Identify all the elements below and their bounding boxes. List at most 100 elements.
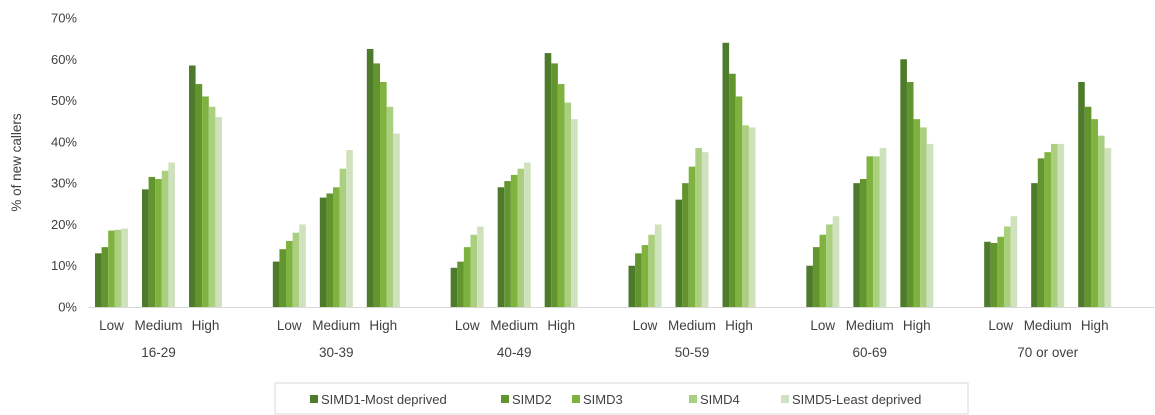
bar-simd1-most-deprived-high xyxy=(544,53,552,308)
bar-simd3-medium xyxy=(155,179,162,307)
bar-simd3-high xyxy=(380,81,387,308)
bar-simd3-medium xyxy=(333,187,340,307)
bar-simd5-least-deprived-high xyxy=(926,143,934,307)
bar-simd4-high xyxy=(564,102,572,307)
bar-simd2-medium xyxy=(859,179,867,307)
x-subcategory-label: High xyxy=(192,318,220,333)
bar-simd2-high xyxy=(1084,106,1092,307)
x-subcategory-label: Low xyxy=(633,318,658,333)
x-subcategory-label: High xyxy=(903,318,931,333)
x-group-label: 16-29 xyxy=(141,345,176,360)
legend-swatch xyxy=(572,395,580,403)
bar-simd5-least-deprived-high xyxy=(1104,148,1112,307)
bar-simd3-high xyxy=(735,96,743,307)
y-axis-label: % of new callers xyxy=(9,113,24,212)
bar-simd4-low xyxy=(648,234,655,307)
y-tick-label: 60% xyxy=(51,52,77,67)
bar-simd1-most-deprived-medium xyxy=(675,199,683,307)
x-subcategory-label: Medium xyxy=(312,318,360,333)
bar-simd2-high xyxy=(729,73,736,308)
bar-simd2-low xyxy=(457,261,464,307)
bar-simd4-medium xyxy=(161,170,169,307)
bar-simd5-least-deprived-low xyxy=(299,224,306,307)
legend-label: SIMD2 xyxy=(512,392,552,407)
y-tick-label: 50% xyxy=(51,93,77,108)
bar-simd4-medium xyxy=(873,156,880,307)
bar-simd3-medium xyxy=(688,166,696,307)
legend-swatch xyxy=(781,395,789,403)
bar-simd4-high xyxy=(1097,135,1105,307)
bar-simd1-most-deprived-high xyxy=(1078,81,1085,308)
axis-layer: 0% 10% 20% 30% 40% 50% 60% 70% % of new callers xyxy=(9,11,1155,315)
y-tick-label: 20% xyxy=(51,217,77,232)
bar-simd2-low xyxy=(101,247,109,307)
bar-simd2-low xyxy=(812,247,820,307)
bar-simd1-most-deprived-high xyxy=(900,59,907,307)
y-tick-label: 40% xyxy=(51,134,77,149)
bar-simd5-least-deprived-high xyxy=(215,117,222,307)
legend-swatch xyxy=(689,395,697,403)
x-subcategory-label: Low xyxy=(455,318,480,333)
x-subcategory-label: Medium xyxy=(134,318,182,333)
bar-simd2-high xyxy=(195,84,203,307)
x-group-label: 70 or over xyxy=(1017,345,1078,360)
x-subcategory-label: Medium xyxy=(490,318,538,333)
bar-simd2-high xyxy=(373,63,381,307)
bar-simd5-least-deprived-low xyxy=(654,224,662,307)
bar-simd3-medium xyxy=(866,156,874,307)
bar-simd5-least-deprived-medium xyxy=(1057,143,1065,307)
bar-simd4-medium xyxy=(695,148,702,307)
bar-simd2-medium xyxy=(326,193,334,307)
x-subcategory-label: Medium xyxy=(668,318,716,333)
bar-simd5-least-deprived-medium xyxy=(168,162,175,307)
bar-simd1-most-deprived-low xyxy=(95,253,102,307)
bar-simd2-medium xyxy=(148,176,156,307)
bar-simd4-low xyxy=(292,232,300,307)
bar-simd1-most-deprived-low xyxy=(806,265,813,307)
bar-simd4-low xyxy=(1003,226,1011,307)
x-subcategory-label: Medium xyxy=(1024,318,1072,333)
x-group-label: 30-39 xyxy=(319,345,354,360)
bar-simd4-high xyxy=(920,127,927,307)
x-subcategory-label: High xyxy=(725,318,753,333)
x-group-label: 50-59 xyxy=(675,345,710,360)
bar-simd3-low xyxy=(641,245,649,307)
x-subcategory-label: Low xyxy=(988,318,1013,333)
x-subcategory-label: High xyxy=(1081,318,1109,333)
x-subcategory-label: Low xyxy=(99,318,124,333)
bar-simd4-high xyxy=(386,106,394,307)
y-tick-label: 10% xyxy=(51,258,77,273)
bar-simd1-most-deprived-low xyxy=(450,267,458,307)
bar-simd4-medium xyxy=(1050,143,1058,307)
bar-simd3-medium xyxy=(1044,152,1051,307)
bar-simd5-least-deprived-high xyxy=(748,127,756,307)
bar-simd3-high xyxy=(1091,119,1098,308)
x-subcategory-label: Low xyxy=(810,318,835,333)
y-tick-label: 70% xyxy=(51,11,77,26)
bar-simd2-medium xyxy=(682,183,689,307)
bar-simd3-low xyxy=(286,240,293,307)
x-subcategory-label: High xyxy=(547,318,575,333)
bar-simd3-high xyxy=(202,96,209,307)
bar-simd2-high xyxy=(906,81,914,308)
bar-simd4-medium xyxy=(339,168,347,307)
x-group-label: 40-49 xyxy=(497,345,532,360)
legend: SIMD1-Most deprived SIMD2 SIMD3 SIMD4 SIMD5-… xyxy=(274,382,969,415)
bar-simd1-most-deprived-medium xyxy=(853,183,860,307)
legend-swatch xyxy=(501,395,509,403)
bar-simd1-most-deprived-low xyxy=(984,241,991,307)
bar-simd3-medium xyxy=(510,174,518,307)
bar-simd2-low xyxy=(990,243,998,307)
y-tick-label: 30% xyxy=(51,176,77,191)
bar-simd1-most-deprived-low xyxy=(272,261,280,307)
x-subcategory-label: Medium xyxy=(846,318,894,333)
bar-simd4-high xyxy=(742,125,749,307)
y-tick-label: 0% xyxy=(58,300,77,315)
labels-layer: Low Medium High 16-29 Low Medium High 30-39 Low M… xyxy=(99,318,1108,360)
x-subcategory-label: High xyxy=(369,318,397,333)
bar-simd1-most-deprived-high xyxy=(366,48,374,308)
bar-simd5-least-deprived-low xyxy=(1010,216,1018,307)
bar-simd1-most-deprived-medium xyxy=(497,187,505,307)
bar-simd1-most-deprived-low xyxy=(628,265,636,307)
